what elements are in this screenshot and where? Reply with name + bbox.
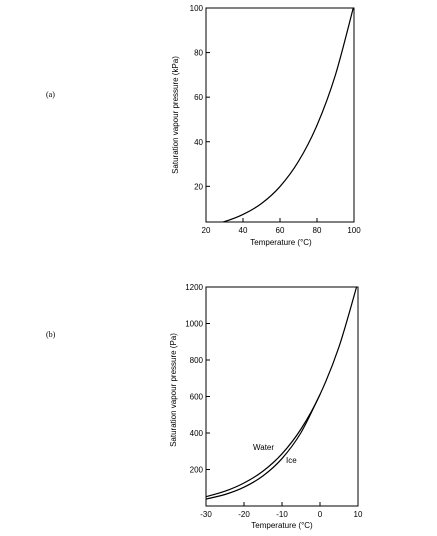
x-tick-label-b: -30 — [200, 510, 212, 519]
x-tick-label-b: 10 — [354, 510, 363, 519]
x-tick-label-a: 40 — [239, 226, 248, 235]
chart-panel-b: (b) Temperature (°C) Saturation vapour p… — [46, 283, 363, 530]
y-tick-label-a: 40 — [194, 138, 203, 147]
chart-panel-a: (a) Temperature (°C) Saturation vapour p… — [46, 4, 361, 247]
x-tick-label-a: 20 — [202, 226, 211, 235]
y-tick-label-b: 1000 — [185, 320, 203, 329]
y-tick-label-a: 20 — [194, 182, 203, 191]
x-tick-label-b: -20 — [238, 510, 250, 519]
x-axis-label-b: Temperature (°C) — [251, 521, 313, 530]
y-tick-label-a: 100 — [190, 4, 204, 13]
panel-label-b: (b) — [46, 330, 56, 339]
y-tick-label-a: 60 — [194, 93, 203, 102]
series-label-water: Water — [253, 443, 274, 452]
series-label-ice: Ice — [286, 456, 297, 465]
y-axis-label-a: Saturation vapour pressure (kPa) — [171, 56, 180, 174]
y-tick-label-b: 600 — [190, 393, 204, 402]
x-tick-label-a: 80 — [313, 226, 322, 235]
y-tick-label-a: 80 — [194, 49, 203, 58]
plot-frame-b — [205, 286, 359, 507]
y-tick-label-b: 400 — [190, 429, 204, 438]
y-tick-label-b: 800 — [190, 356, 204, 365]
y-tick-label-b: 200 — [190, 466, 204, 475]
plot-frame-a — [205, 7, 355, 223]
panel-label-a: (a) — [46, 90, 55, 99]
x-tick-label-a: 60 — [276, 226, 285, 235]
x-tick-label-a: 100 — [347, 226, 361, 235]
y-tick-label-b: 1200 — [185, 283, 203, 292]
x-tick-label-b: 0 — [318, 510, 323, 519]
series-line-series-0-a — [220, 8, 354, 222]
y-axis-label-b: Saturation vapour pressure (Pa) — [169, 333, 178, 447]
series-line-ice-b — [206, 394, 321, 500]
x-tick-label-b: -10 — [276, 510, 288, 519]
x-axis-label-a: Temperature (°C) — [250, 238, 312, 247]
series-line-water-b — [206, 287, 358, 498]
